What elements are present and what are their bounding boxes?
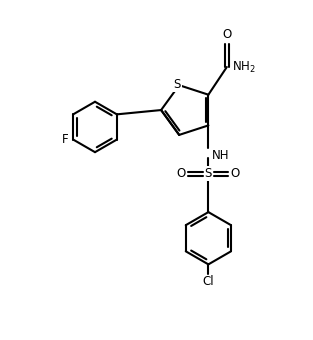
Text: S: S	[174, 78, 181, 91]
Text: O: O	[177, 167, 186, 180]
Text: F: F	[62, 133, 69, 146]
Text: Cl: Cl	[203, 275, 214, 288]
Text: NH$_2$: NH$_2$	[232, 59, 256, 74]
Text: O: O	[231, 167, 240, 180]
Text: O: O	[222, 28, 231, 41]
Text: NH: NH	[212, 149, 229, 163]
Text: S: S	[205, 167, 212, 180]
